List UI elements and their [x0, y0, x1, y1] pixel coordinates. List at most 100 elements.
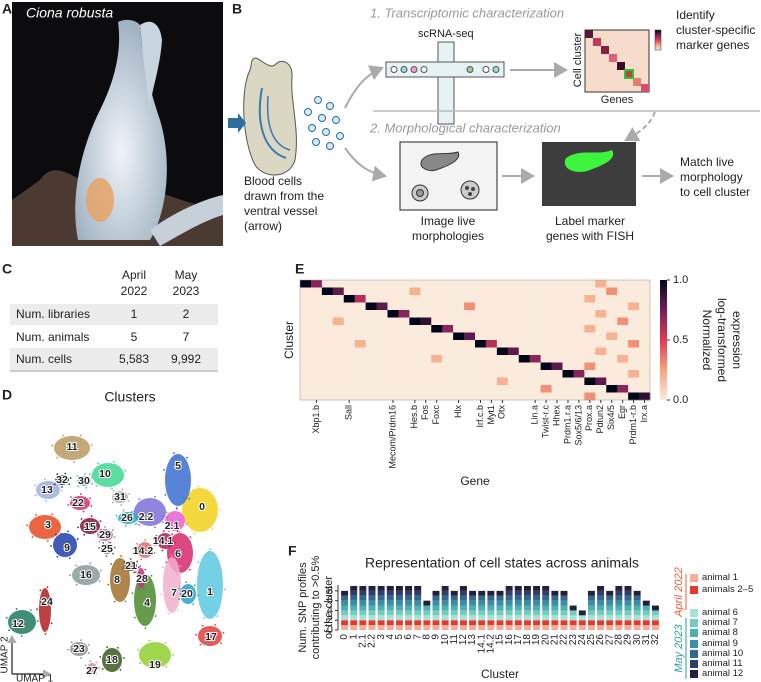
cluster-label: 6	[175, 548, 181, 560]
bar-segment	[414, 585, 422, 591]
heatmap-cell	[562, 332, 574, 341]
bar-segment	[487, 620, 495, 626]
heatmap-cell	[496, 340, 509, 348]
x-tick-label: 9	[431, 634, 442, 640]
row-label: Num. cells	[16, 352, 72, 366]
cluster-point	[102, 541, 105, 544]
colorbar-label: log-transformed	[715, 298, 729, 382]
x-tick-label: 10	[440, 634, 451, 646]
heatmap-cell	[398, 347, 410, 356]
bar-segment	[368, 610, 376, 616]
heatmap-cell	[453, 332, 465, 341]
heatmap-cell	[518, 347, 530, 356]
heatmap-cell	[639, 340, 651, 348]
bar-segment	[624, 610, 632, 616]
heatmap-cell	[343, 332, 355, 341]
cluster-point	[193, 532, 196, 534]
cluster-point	[201, 624, 204, 627]
heatmap-cell	[310, 362, 323, 371]
heatmap-cell	[365, 317, 377, 326]
x-tick-label: Prdm1-r.b	[628, 405, 638, 445]
cluster-point	[133, 571, 136, 574]
heatmap-cell	[529, 325, 541, 333]
cluster-point	[109, 541, 112, 544]
cluster-cloud	[97, 529, 113, 541]
heatmap-cell	[409, 340, 421, 348]
bar-segment	[377, 590, 385, 596]
cluster-point	[150, 574, 153, 577]
cluster-point	[161, 549, 164, 552]
bar-segment	[487, 595, 495, 601]
cluster-point	[154, 543, 157, 546]
heatmap-cell	[595, 392, 607, 401]
bar-segment	[624, 585, 632, 591]
cluster-label: 23	[73, 643, 85, 655]
heatmap-cell	[639, 325, 651, 333]
heatmap-cell	[453, 385, 465, 393]
bar-segment	[505, 615, 513, 621]
cluster-point	[112, 529, 114, 532]
bar-segment	[560, 615, 568, 621]
bar-segment	[578, 615, 586, 621]
cluster-point	[139, 565, 142, 567]
cluster-point	[192, 603, 195, 606]
heatmap-cell	[540, 287, 552, 296]
heatmap-cell	[475, 377, 487, 386]
heatmap-cell	[321, 280, 334, 288]
bar-segment	[587, 620, 595, 626]
heatmap-cell	[332, 325, 345, 333]
heatmap-cell	[573, 332, 585, 341]
y-tick-label: 4	[327, 604, 333, 616]
heatmap-cell	[496, 362, 509, 371]
cluster-point	[133, 510, 136, 513]
cluster-point	[51, 444, 54, 447]
bar-segment	[523, 620, 531, 626]
heatmap-cell	[617, 340, 629, 348]
heatmap-cell	[562, 280, 574, 288]
cluster-point	[137, 566, 140, 569]
x-tick-label: 21	[549, 634, 560, 646]
cluster-label: 2.2	[139, 511, 154, 523]
cluster-cloud	[102, 648, 122, 672]
heatmap-cell	[584, 340, 596, 348]
bar-segment	[386, 590, 394, 596]
bar-segment	[542, 615, 550, 621]
heatmap-cell	[398, 385, 410, 393]
cluster-point	[68, 483, 71, 486]
cluster-point	[137, 587, 140, 590]
colorbar-label: Normalized	[700, 310, 714, 371]
heatmap-cell	[376, 370, 388, 378]
heatmap-cell	[321, 340, 334, 348]
heatmap-cell	[420, 392, 432, 401]
heatmap-cell	[453, 392, 465, 401]
cluster-cloud	[137, 542, 153, 558]
bar-segment	[514, 600, 522, 606]
bar-segment	[496, 605, 504, 611]
bar-segment	[350, 600, 358, 606]
cluster-point	[122, 657, 125, 659]
bar-segment	[606, 625, 614, 630]
heatmap-cell	[562, 340, 574, 348]
cluster-point	[89, 562, 92, 565]
bar-segment	[542, 590, 550, 596]
heatmap-cell	[442, 287, 454, 296]
heatmap-cell	[595, 287, 607, 296]
cluster-point	[5, 617, 8, 619]
cluster-point	[162, 566, 164, 569]
heatmap-cell	[321, 377, 334, 386]
heatmap-cell	[365, 295, 377, 303]
heatmap-cell	[310, 355, 323, 363]
cluster-label: 13	[41, 484, 53, 496]
heatmap-cell	[551, 347, 563, 356]
bar-segment	[487, 590, 495, 596]
bar-segment	[569, 605, 577, 611]
cluster-point	[163, 530, 165, 532]
heatmap-cell	[300, 332, 312, 341]
heatmap-cell	[343, 377, 355, 386]
cluster-point	[122, 509, 125, 512]
bar-segment	[414, 595, 422, 601]
heatmap-cell	[606, 310, 618, 318]
heatmap-cell	[573, 347, 585, 356]
heatmap-cell	[321, 302, 334, 311]
bar-segment	[350, 605, 358, 611]
